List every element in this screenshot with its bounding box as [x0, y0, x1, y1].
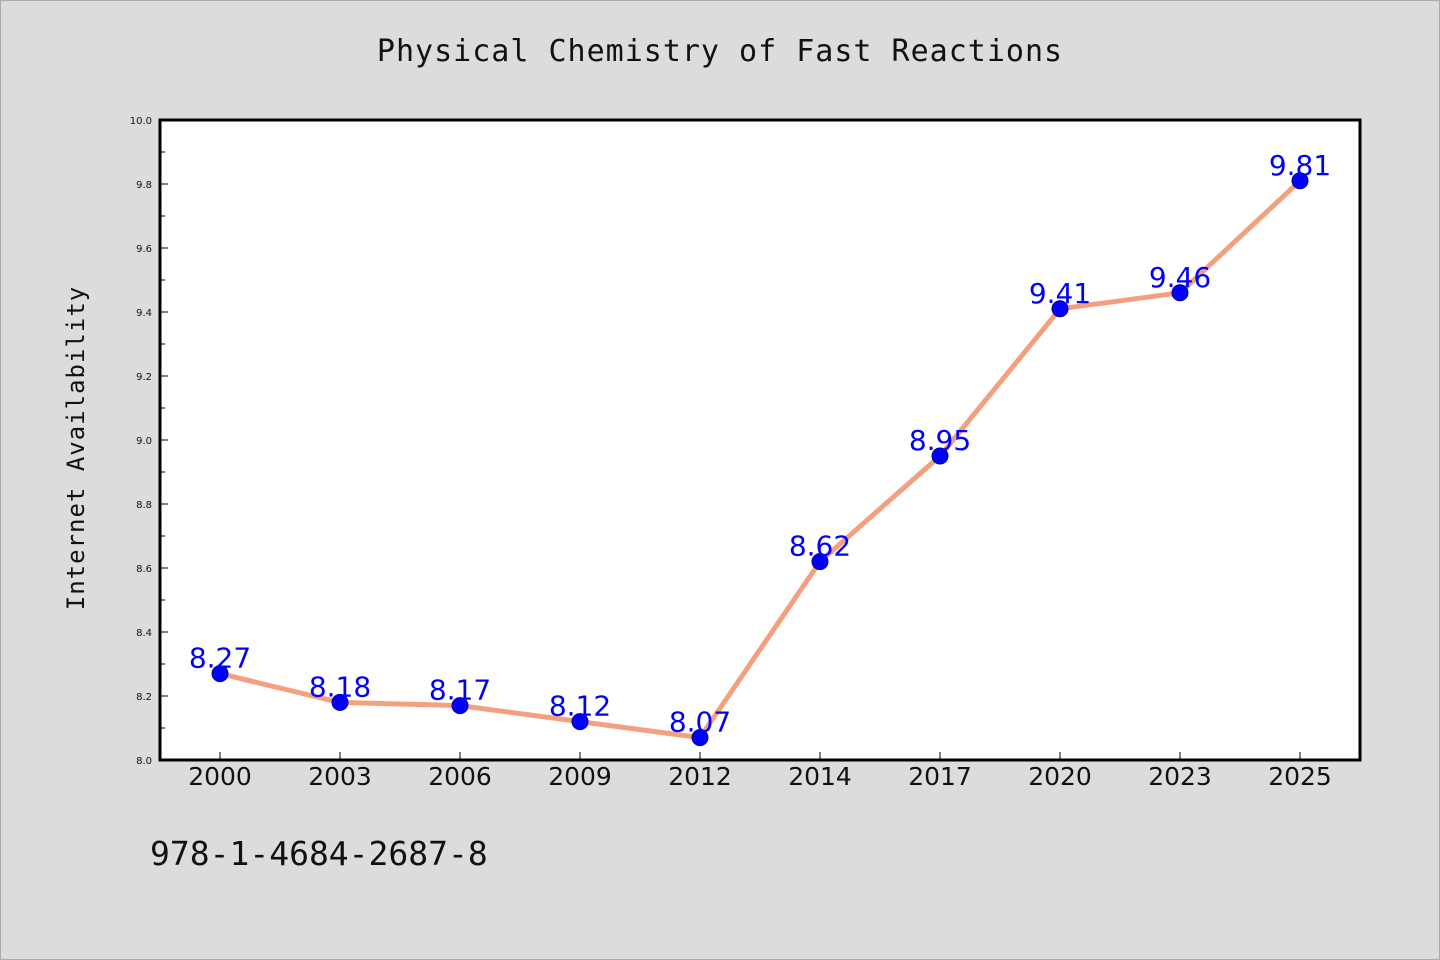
data-point — [331, 693, 349, 711]
x-tick-label: 2014 — [788, 762, 852, 791]
data-point — [571, 713, 589, 731]
y-tick-label: 9.4 — [136, 308, 152, 319]
y-tick-label: 8.2 — [136, 692, 152, 703]
y-tick-label: 8.4 — [136, 628, 152, 639]
x-tick-label: 2009 — [548, 762, 612, 791]
y-axis-label: Internet Availability — [62, 286, 90, 610]
x-tick-label: 2017 — [908, 762, 972, 791]
data-point — [931, 447, 949, 465]
y-tick-label: 10.0 — [130, 116, 152, 127]
data-point — [1291, 172, 1309, 190]
x-tick-label: 2003 — [308, 762, 372, 791]
isbn-text: 978-1-4684-2687-8 — [150, 834, 488, 873]
plot-area — [158, 118, 1362, 762]
data-point — [1051, 300, 1069, 318]
data-label: 9.81 — [1269, 149, 1331, 182]
data-label: 8.62 — [789, 530, 851, 563]
data-label: 8.27 — [189, 642, 251, 675]
data-point — [1171, 284, 1189, 302]
y-tick-label: 8.8 — [136, 500, 152, 511]
x-tick-label: 2025 — [1268, 762, 1332, 791]
series-line — [217, 178, 1303, 741]
x-tick-label: 2006 — [428, 762, 492, 791]
x-axis: 2000 2003 2006 2009 2012 2014 2017 2020 2023 2025 — [188, 752, 1332, 791]
y-tick-label: 9.6 — [136, 244, 152, 255]
x-tick-label: 2023 — [1148, 762, 1212, 791]
data-point — [211, 665, 229, 683]
y-tick-label: 8.6 — [136, 564, 152, 575]
y-tick-label: 8.0 — [136, 756, 152, 767]
chart-title: Physical Chemistry of Fast Reactions — [376, 34, 1064, 69]
data-label: 8.17 — [429, 674, 491, 707]
data-label: 9.41 — [1029, 277, 1091, 310]
data-label: 8.18 — [309, 670, 371, 703]
data-point — [811, 553, 829, 571]
x-tick-label: 2020 — [1028, 762, 1092, 791]
x-tick-label: 2012 — [668, 762, 732, 791]
y-tick-label: 9.2 — [136, 372, 152, 383]
data-label: 8.07 — [669, 706, 731, 739]
y-tick-label: 9.0 — [136, 436, 152, 447]
series-group: 8.27 8.18 8.17 8.12 8.07 8.62 8.95 9.41 9.46 9.81 — [189, 149, 1331, 747]
data-label: 8.95 — [909, 424, 971, 457]
y-axis: 8.0 8.2 8.4 8.6 8.8 9.0 9.2 9.4 9.6 9.8 10.0 — [130, 116, 168, 767]
data-label: 9.46 — [1149, 261, 1211, 294]
y-tick-label: 9.8 — [136, 180, 152, 191]
x-tick-label: 2000 — [188, 762, 252, 791]
data-point — [691, 729, 709, 747]
data-label: 8.12 — [549, 690, 611, 723]
data-point — [451, 697, 469, 715]
